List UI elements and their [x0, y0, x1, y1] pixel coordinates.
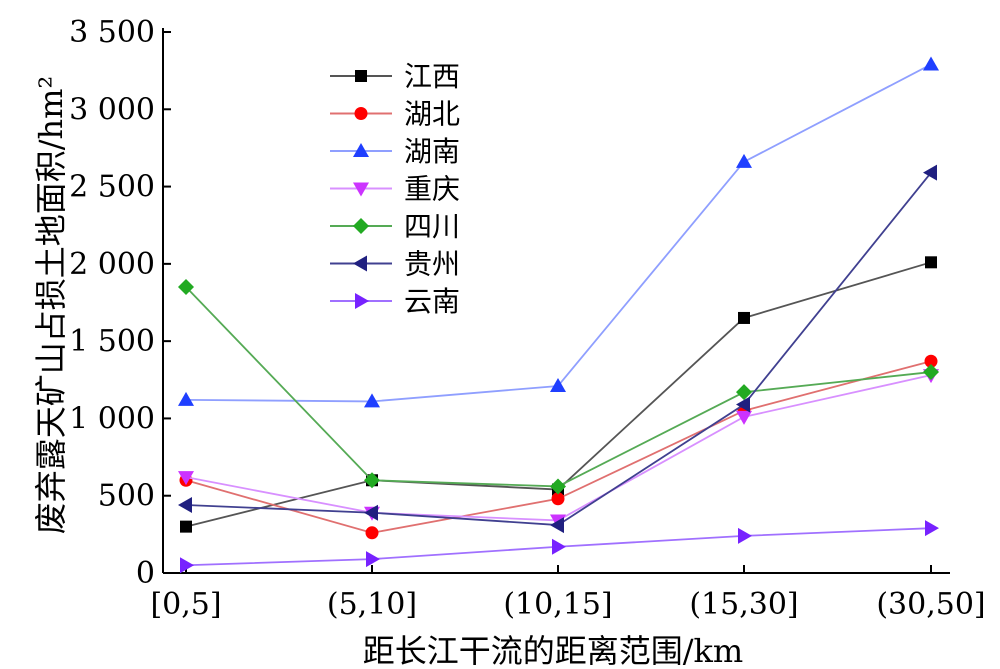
- data-point: [550, 517, 564, 534]
- data-point: [364, 472, 380, 489]
- data-point: [550, 478, 566, 495]
- x-tick-label: (5,10]: [327, 587, 417, 622]
- data-point: [736, 396, 750, 413]
- data-point: [923, 364, 939, 381]
- plot-axes: [162, 28, 950, 574]
- legend-label: 湖南: [404, 135, 460, 168]
- tick-labels: 0 500 1 000 1 500 2 000 2 500 3 000 3 500 [0,5] (…: [69, 15, 986, 622]
- data-point: [364, 393, 380, 408]
- data-point: [923, 56, 939, 71]
- data-point: [738, 527, 752, 544]
- series-3: [178, 56, 939, 408]
- data-point: [180, 557, 194, 574]
- y-tick-label: 2 000: [69, 247, 155, 282]
- y-tick-label: 500: [98, 479, 155, 514]
- data-point: [366, 551, 380, 568]
- series-line: [185, 172, 932, 527]
- data-point: [923, 164, 937, 181]
- series-6: [178, 164, 937, 534]
- data-point: [736, 384, 752, 401]
- data-point: [736, 153, 752, 168]
- data-point: [178, 279, 194, 296]
- y-tick-label: 1 500: [69, 324, 155, 359]
- legend-entry: 江西: [330, 60, 460, 93]
- legend-entry: 重庆: [330, 173, 460, 206]
- y-tick-label: 1 000: [69, 401, 155, 436]
- legend-entry: 湖南: [330, 135, 460, 168]
- legend-label: 湖北: [404, 98, 460, 131]
- legend-marker: [354, 107, 368, 120]
- data-point: [550, 377, 566, 392]
- legend-label: 四川: [404, 210, 460, 243]
- data-point: [552, 538, 566, 555]
- data-point: [178, 391, 194, 406]
- data-point: [180, 520, 192, 533]
- data-point: [924, 354, 938, 368]
- series-7: [180, 520, 939, 574]
- x-tick-label: (10,15]: [503, 587, 612, 622]
- legend-marker: [353, 255, 367, 272]
- legend-marker: [353, 218, 369, 234]
- data-point: [551, 492, 565, 506]
- data-point: [736, 410, 752, 425]
- data-point: [365, 526, 379, 540]
- x-tick-label: (15,30]: [689, 587, 798, 622]
- legend-label: 重庆: [404, 173, 460, 206]
- legend-marker: [355, 293, 369, 309]
- y-tick-label: 3 000: [69, 92, 155, 127]
- legend-entry: 湖北: [330, 98, 460, 131]
- y-tick-label: 0: [136, 556, 155, 591]
- series-line: [185, 63, 932, 403]
- data-point: [178, 471, 194, 486]
- series-layer: [178, 56, 939, 574]
- legend-label: 江西: [404, 60, 460, 93]
- y-axis-title: 废弃露天矿山占损土地面积/hm²: [32, 76, 70, 535]
- y-tick-label: 2 500: [69, 170, 155, 205]
- y-tick-label: 3 500: [69, 15, 155, 50]
- x-tick-label: [0,5]: [150, 587, 221, 622]
- legend-marker: [355, 70, 367, 82]
- legend-marker: [353, 143, 369, 157]
- data-point: [178, 496, 192, 513]
- legend-entry: 贵州: [330, 248, 460, 281]
- x-tick-label: (30,50]: [876, 587, 985, 622]
- legend-marker: [353, 182, 369, 197]
- data-point: [925, 256, 937, 269]
- series-5: [178, 279, 939, 495]
- legend-label: 贵州: [404, 248, 460, 281]
- x-axis-title: 距长江干流的距离范围/km: [363, 632, 744, 669]
- legend-label: 云南: [404, 285, 460, 318]
- legend-entry: 四川: [330, 210, 460, 243]
- legend-entry: 云南: [330, 285, 460, 318]
- data-point: [925, 520, 939, 537]
- data-point: [738, 311, 750, 324]
- data-point: [364, 504, 378, 521]
